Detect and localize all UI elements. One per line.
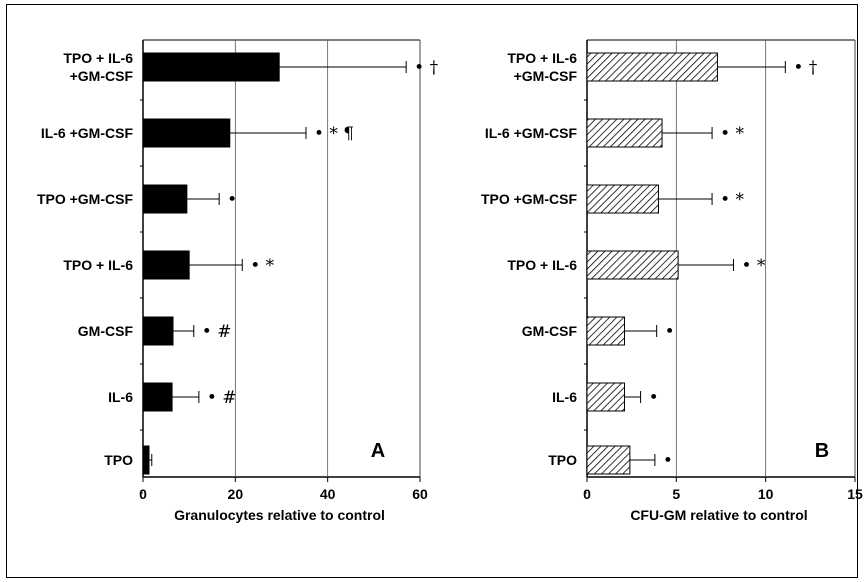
bar xyxy=(142,445,150,475)
bar xyxy=(586,445,631,475)
category-label: TPO + IL-6 +GM-CSF xyxy=(63,50,133,84)
category-label: TPO xyxy=(548,452,577,468)
significance-mark: • † xyxy=(414,58,438,78)
category-label: IL-6 xyxy=(108,389,133,405)
significance-mark: • * xyxy=(742,256,766,276)
significance-mark: • * xyxy=(720,190,744,210)
x-tick-label: 40 xyxy=(320,486,336,502)
significance-mark: • † xyxy=(793,58,817,78)
x-tick-label: 10 xyxy=(758,486,774,502)
bar xyxy=(586,118,663,148)
significance-mark: • xyxy=(663,451,673,471)
x-tick-label: 15 xyxy=(847,486,863,502)
panel-label: A xyxy=(371,440,385,462)
category-label: GM-CSF xyxy=(78,323,134,339)
category-label: IL-6 +GM-CSF xyxy=(41,125,134,141)
bar xyxy=(142,250,190,280)
figure-frame xyxy=(6,4,858,578)
significance-mark: • xyxy=(665,322,675,342)
significance-mark: • * xyxy=(250,256,274,276)
chart-panel-a: 0 20 40 60 Granulocytes relative to control A… xyxy=(37,39,439,523)
x-axis-label: Granulocytes relative to control xyxy=(174,507,385,523)
bar xyxy=(586,184,659,214)
x-axis-label: CFU-GM relative to control xyxy=(630,507,807,523)
x-tick-label: 5 xyxy=(672,486,680,502)
bar xyxy=(586,52,718,82)
significance-mark: • # xyxy=(207,388,237,408)
category-label: TPO + IL-6 xyxy=(507,257,577,273)
x-tick-label: 60 xyxy=(412,486,428,502)
bar xyxy=(142,52,280,82)
category-label: TPO xyxy=(104,452,133,468)
significance-mark: • # xyxy=(202,322,232,342)
category-label: IL-6 +GM-CSF xyxy=(485,125,578,141)
x-tick-label: 0 xyxy=(583,486,591,502)
significance-mark: • xyxy=(227,190,237,210)
bar xyxy=(142,118,231,148)
bar xyxy=(142,382,173,412)
x-tick-label: 20 xyxy=(228,486,244,502)
bar xyxy=(586,382,626,412)
category-label: TPO + IL-6 +GM-CSF xyxy=(507,50,577,84)
x-tick-label: 0 xyxy=(139,486,147,502)
bar xyxy=(586,250,679,280)
category-label: TPO +GM-CSF xyxy=(481,191,578,207)
bar xyxy=(142,184,188,214)
category-label: TPO +GM-CSF xyxy=(37,191,134,207)
bar xyxy=(142,316,174,346)
chart-panel-b: 0 5 10 15 CFU-GM relative to control B TPO + I… xyxy=(481,39,863,523)
category-label: IL-6 xyxy=(552,389,577,405)
bar xyxy=(586,316,626,346)
category-label: TPO + IL-6 xyxy=(63,257,133,273)
significance-mark: • * ¶ xyxy=(314,124,354,144)
significance-mark: • xyxy=(649,388,659,408)
panel-label: B xyxy=(815,440,829,462)
category-label: GM-CSF xyxy=(522,323,578,339)
significance-mark: • * xyxy=(720,124,744,144)
